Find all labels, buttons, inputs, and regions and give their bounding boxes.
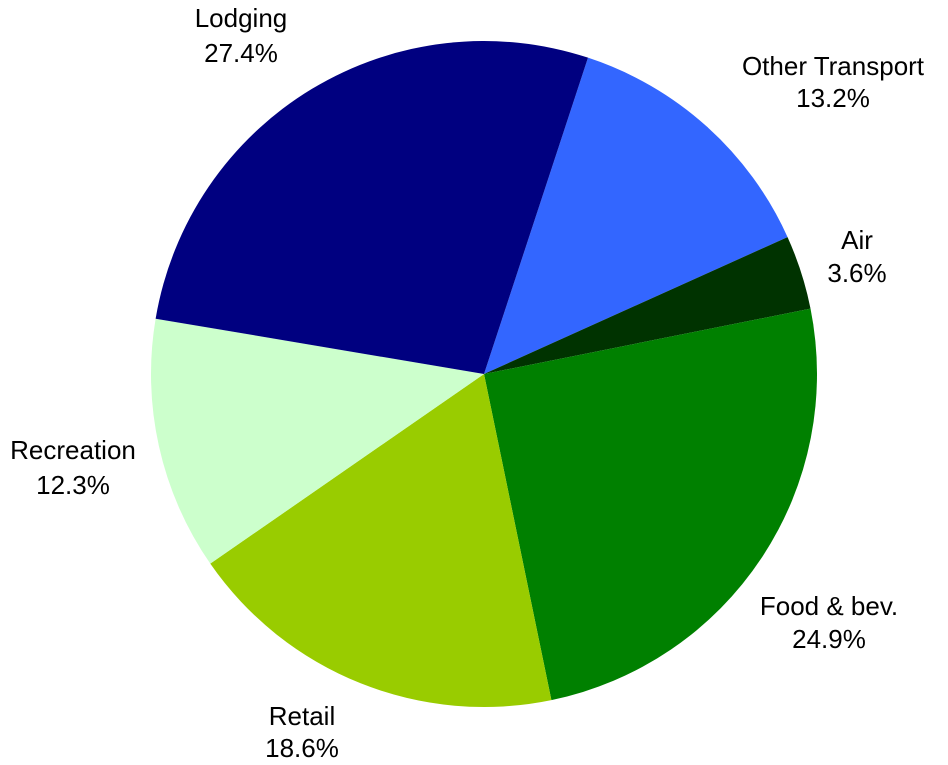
- slice-label: Recreation: [10, 435, 136, 465]
- slice-value-label: 18.6%: [265, 733, 339, 763]
- slice-label: Food & bev.: [760, 591, 898, 621]
- pie-slice: [484, 237, 811, 374]
- pie-slice: [210, 374, 552, 707]
- slice-label: Air: [841, 225, 873, 255]
- slice-value-label: 13.2%: [796, 83, 870, 113]
- slice-value-label: 3.6%: [827, 258, 886, 288]
- pie-slice: [155, 41, 589, 374]
- slice-label: Lodging: [195, 3, 288, 33]
- pie-slice: [484, 308, 818, 701]
- pie-slice: [484, 57, 788, 375]
- slice-value-label: 24.9%: [792, 624, 866, 654]
- pie-slice: [151, 318, 484, 564]
- slice-value-label: 12.3%: [36, 470, 110, 500]
- slice-label: Retail: [269, 701, 335, 731]
- slice-value-label: 27.4%: [204, 38, 278, 68]
- slice-label: Other Transport: [742, 51, 925, 81]
